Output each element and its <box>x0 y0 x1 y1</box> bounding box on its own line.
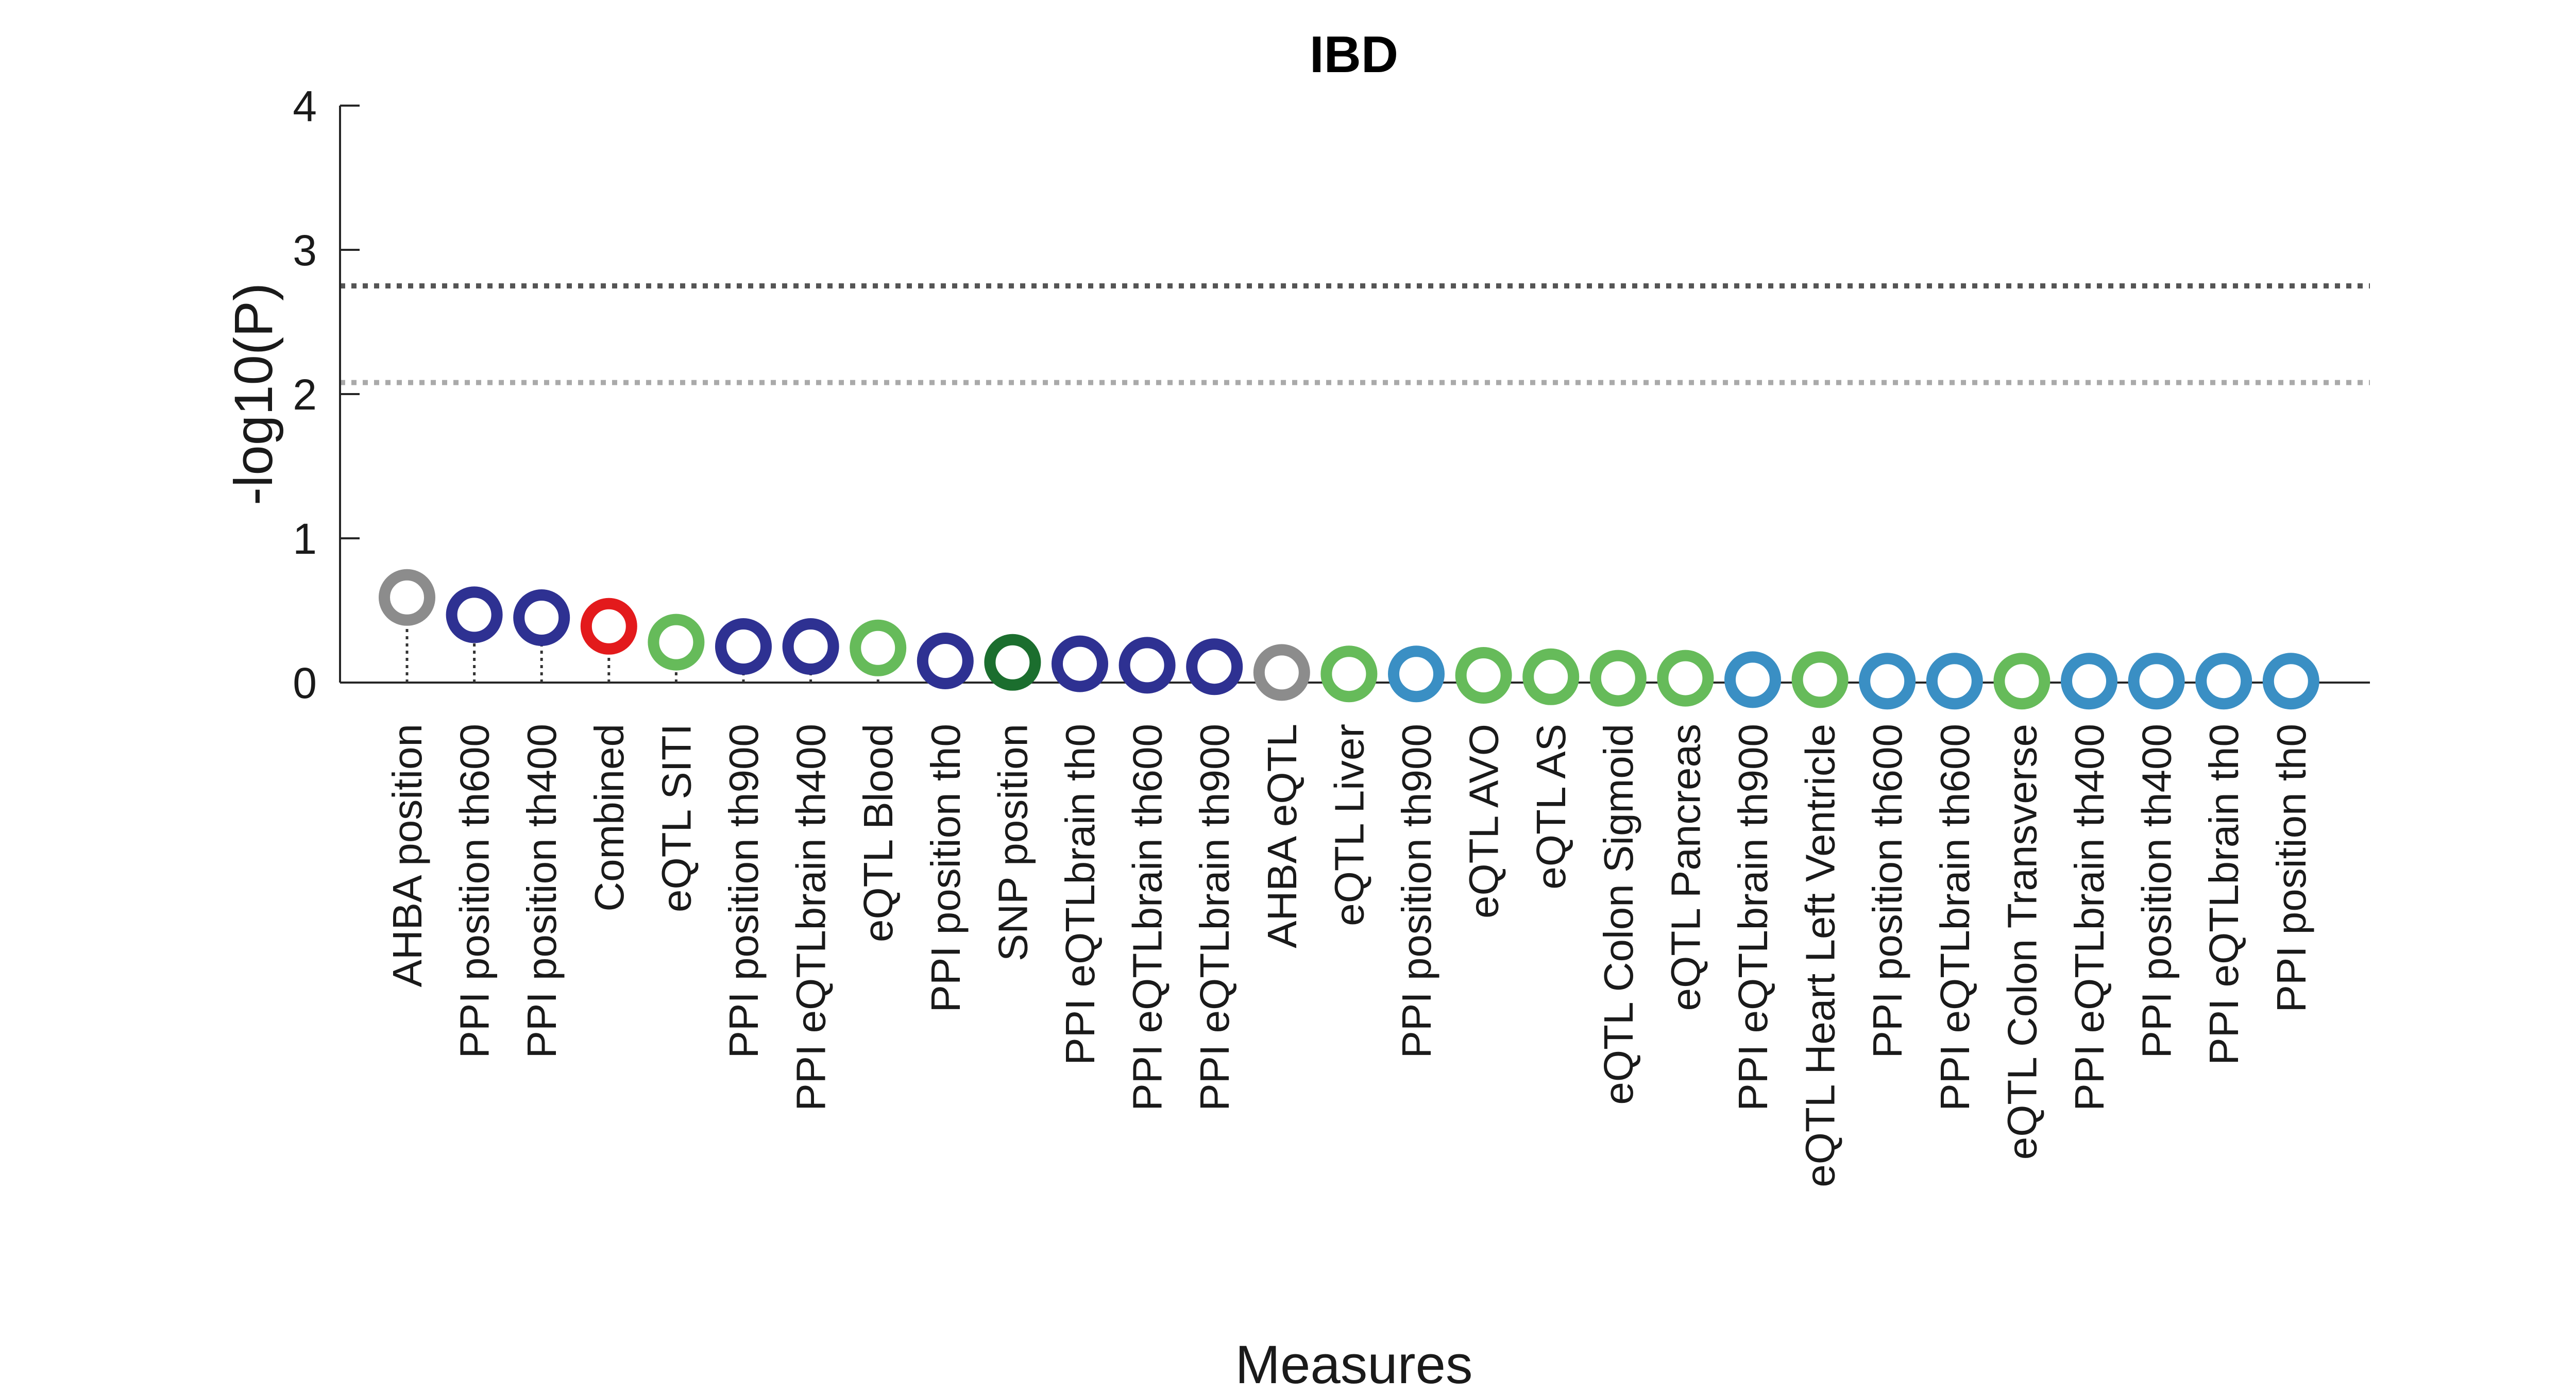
data-point <box>1253 644 1310 701</box>
y-tick-label: 3 <box>293 226 317 275</box>
category-label: PPI position th600 <box>1865 724 1910 1058</box>
category-label: SNP position <box>990 724 1036 961</box>
category-label: AHBA position <box>384 724 430 987</box>
data-point <box>1724 651 1781 708</box>
data-point <box>1118 637 1176 694</box>
y-ticks: 0 1 2 3 4 <box>293 82 360 707</box>
axes <box>339 106 2370 684</box>
category-label: PPI eQTLbrain th0 <box>2201 724 2247 1065</box>
data-point <box>1186 638 1243 695</box>
category-label: eQTL Colon Sigmoid <box>1596 724 1641 1105</box>
data-point <box>648 614 705 671</box>
threshold-lines <box>340 283 2370 385</box>
chart-title: IBD <box>1310 26 1398 83</box>
data-point <box>2061 653 2117 710</box>
data-point <box>917 633 974 689</box>
data-point <box>2262 653 2319 710</box>
category-label: eQTL AS <box>1528 724 1574 890</box>
category-label: PPI position th900 <box>1394 724 1439 1058</box>
y-tick-label: 1 <box>293 515 317 563</box>
category-label: eQTL AVO <box>1461 724 1507 918</box>
data-point <box>1993 653 2050 710</box>
category-label: PPI position th0 <box>923 724 969 1012</box>
data-point <box>1522 648 1580 705</box>
category-label: PPI eQTLbrain th400 <box>2066 724 2112 1111</box>
data-point <box>1455 647 1512 704</box>
category-label: eQTL Blood <box>855 724 901 942</box>
y-tick-label: 4 <box>293 82 317 130</box>
category-label: PPI position th400 <box>519 724 565 1058</box>
data-point <box>1320 645 1378 703</box>
data-point <box>850 619 907 676</box>
data-point <box>782 618 839 675</box>
data-point <box>984 634 1041 691</box>
category-labels: AHBA position PPI position th600 PPI posit… <box>384 724 2314 1187</box>
data-point <box>1791 651 1849 708</box>
data-point <box>513 589 570 646</box>
category-label: PPI eQTLbrain th400 <box>788 724 834 1111</box>
y-axis-label: -log10(P) <box>224 283 284 505</box>
data-point <box>379 569 435 626</box>
data-point <box>1388 645 1445 703</box>
category-label: PPI position th0 <box>2268 724 2314 1012</box>
category-label: PPI eQTLbrain th600 <box>1932 724 1978 1111</box>
data-point <box>2195 653 2252 710</box>
category-label: eQTL Heart Left Ventricle <box>1798 724 1843 1187</box>
category-label: PPI eQTLbrain th0 <box>1057 724 1103 1065</box>
x-axis-label: Measures <box>1235 1335 1472 1395</box>
category-label: PPI position th400 <box>2134 724 2180 1058</box>
category-label: PPI position th600 <box>452 724 498 1058</box>
y-tick-label: 2 <box>293 370 317 419</box>
data-point <box>1589 650 1647 707</box>
data-point <box>1859 653 1916 710</box>
category-label: PPI eQTLbrain th600 <box>1125 724 1171 1111</box>
category-label: eQTL Colon Transverse <box>1999 724 2045 1160</box>
category-label: PPI eQTLbrain th900 <box>1192 724 1238 1111</box>
data-point <box>1926 653 1983 710</box>
category-label: PPI eQTLbrain th900 <box>1730 724 1776 1111</box>
data-point <box>1052 635 1108 692</box>
category-label: AHBA eQTL <box>1259 724 1305 948</box>
data-point <box>715 618 772 675</box>
y-tick-label: 0 <box>293 659 317 707</box>
data-point <box>1657 650 1714 707</box>
data-point <box>2128 653 2185 710</box>
data-point <box>580 598 637 655</box>
category-label: PPI position th900 <box>721 724 767 1058</box>
markers <box>379 569 2319 710</box>
category-label: Combined <box>586 724 632 912</box>
category-label: eQTL Pancreas <box>1663 724 1708 1011</box>
category-label: eQTL Liver <box>1326 724 1372 926</box>
data-point <box>446 586 503 643</box>
category-label: eQTL SITI <box>653 724 699 912</box>
